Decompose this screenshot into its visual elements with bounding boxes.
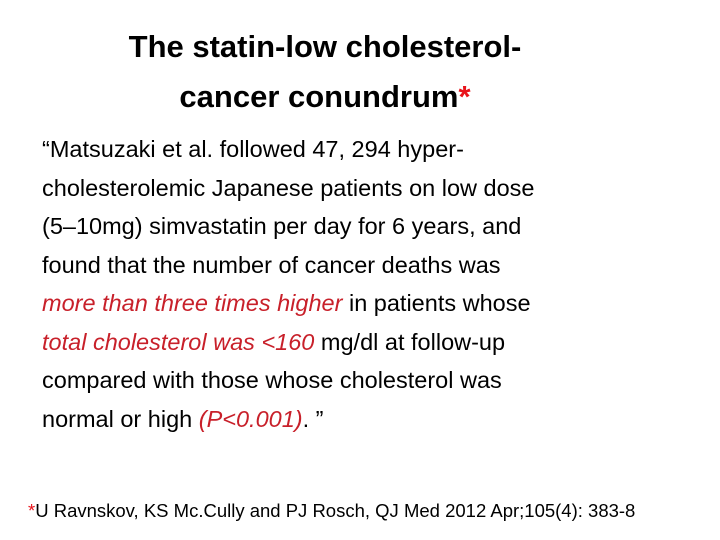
quote-text: mg/dl at follow-up xyxy=(314,328,506,355)
quote-text: . ” xyxy=(302,405,324,432)
quote-line: more than three times higher in patients… xyxy=(42,284,535,323)
quote-line: total cholesterol was <160 mg/dl at foll… xyxy=(42,323,535,362)
title-mark: * xyxy=(458,79,471,114)
title-line: cancer conundrum* xyxy=(0,72,650,122)
emphasis-text: more than three times higher xyxy=(42,290,343,316)
footnote-text: U Ravnskov, KS Mc.Cully and PJ Rosch, QJ… xyxy=(35,500,636,521)
quote-text: found that the number of cancer deaths w… xyxy=(42,251,501,278)
quote-line: found that the number of cancer deaths w… xyxy=(42,246,535,285)
quote-line: (5–10mg) simvastatin per day for 6 years… xyxy=(42,207,535,246)
emphasis-text: (P<0.001) xyxy=(198,405,303,432)
title-line: The statin-low cholesterol- xyxy=(128,29,522,64)
emphasis-text: total cholesterol was <160 xyxy=(42,328,315,355)
title: The statin-low cholesterol- cancer conun… xyxy=(0,22,650,122)
quote-text: in patients whose xyxy=(342,290,531,316)
quote-text: normal or high xyxy=(42,405,199,432)
quote-line: normal or high (P<0.001). ” xyxy=(42,400,535,439)
quote-line: cholesterolemic Japanese patients on low… xyxy=(42,169,535,208)
quote-text: compared with those whose cholesterol wa… xyxy=(42,367,502,393)
quote-text: (5–10mg) simvastatin per day for 6 years… xyxy=(42,213,522,239)
quote-line: “Matsuzaki et al. followed 47, 294 hyper… xyxy=(42,130,535,169)
quote-line: compared with those whose cholesterol wa… xyxy=(42,361,535,400)
footnote-mark: * xyxy=(28,500,36,521)
quote-text: “Matsuzaki et al. followed 47, 294 hyper… xyxy=(42,136,464,162)
quote-text: cholesterolemic Japanese patients on low… xyxy=(42,174,535,201)
title-text: cancer conundrum xyxy=(179,79,459,114)
quote: “Matsuzaki et al. followed 47, 294 hyper… xyxy=(42,130,535,438)
footnote: *U Ravnskov, KS Mc.Cully and PJ Rosch, Q… xyxy=(28,500,635,522)
